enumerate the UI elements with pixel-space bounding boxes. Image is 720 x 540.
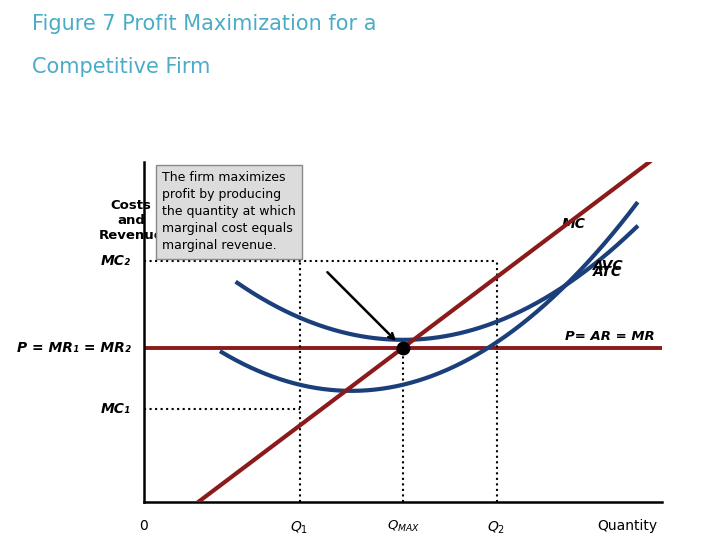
Text: $Q_{MAX}$: $Q_{MAX}$ xyxy=(387,519,420,534)
Text: ATC: ATC xyxy=(593,265,621,279)
Text: AVC: AVC xyxy=(593,259,623,273)
Text: Competitive Firm: Competitive Firm xyxy=(32,57,211,77)
Text: Quantity: Quantity xyxy=(597,519,657,533)
Text: 0: 0 xyxy=(140,519,148,533)
Text: MC₂: MC₂ xyxy=(101,254,131,268)
Text: MC: MC xyxy=(562,217,585,231)
Text: MC₁: MC₁ xyxy=(101,402,131,416)
Text: $Q_1$: $Q_1$ xyxy=(290,519,309,536)
Text: $Q_2$: $Q_2$ xyxy=(487,519,505,536)
Text: P = MR₁ = MR₂: P = MR₁ = MR₂ xyxy=(17,341,131,355)
Text: P= AR = MR: P= AR = MR xyxy=(565,330,654,343)
Text: Figure 7 Profit Maximization for a: Figure 7 Profit Maximization for a xyxy=(32,14,377,33)
Text: Costs
and
Revenue: Costs and Revenue xyxy=(99,199,163,242)
Text: The firm maximizes
profit by producing
the quantity at which
marginal cost equal: The firm maximizes profit by producing t… xyxy=(162,171,296,252)
